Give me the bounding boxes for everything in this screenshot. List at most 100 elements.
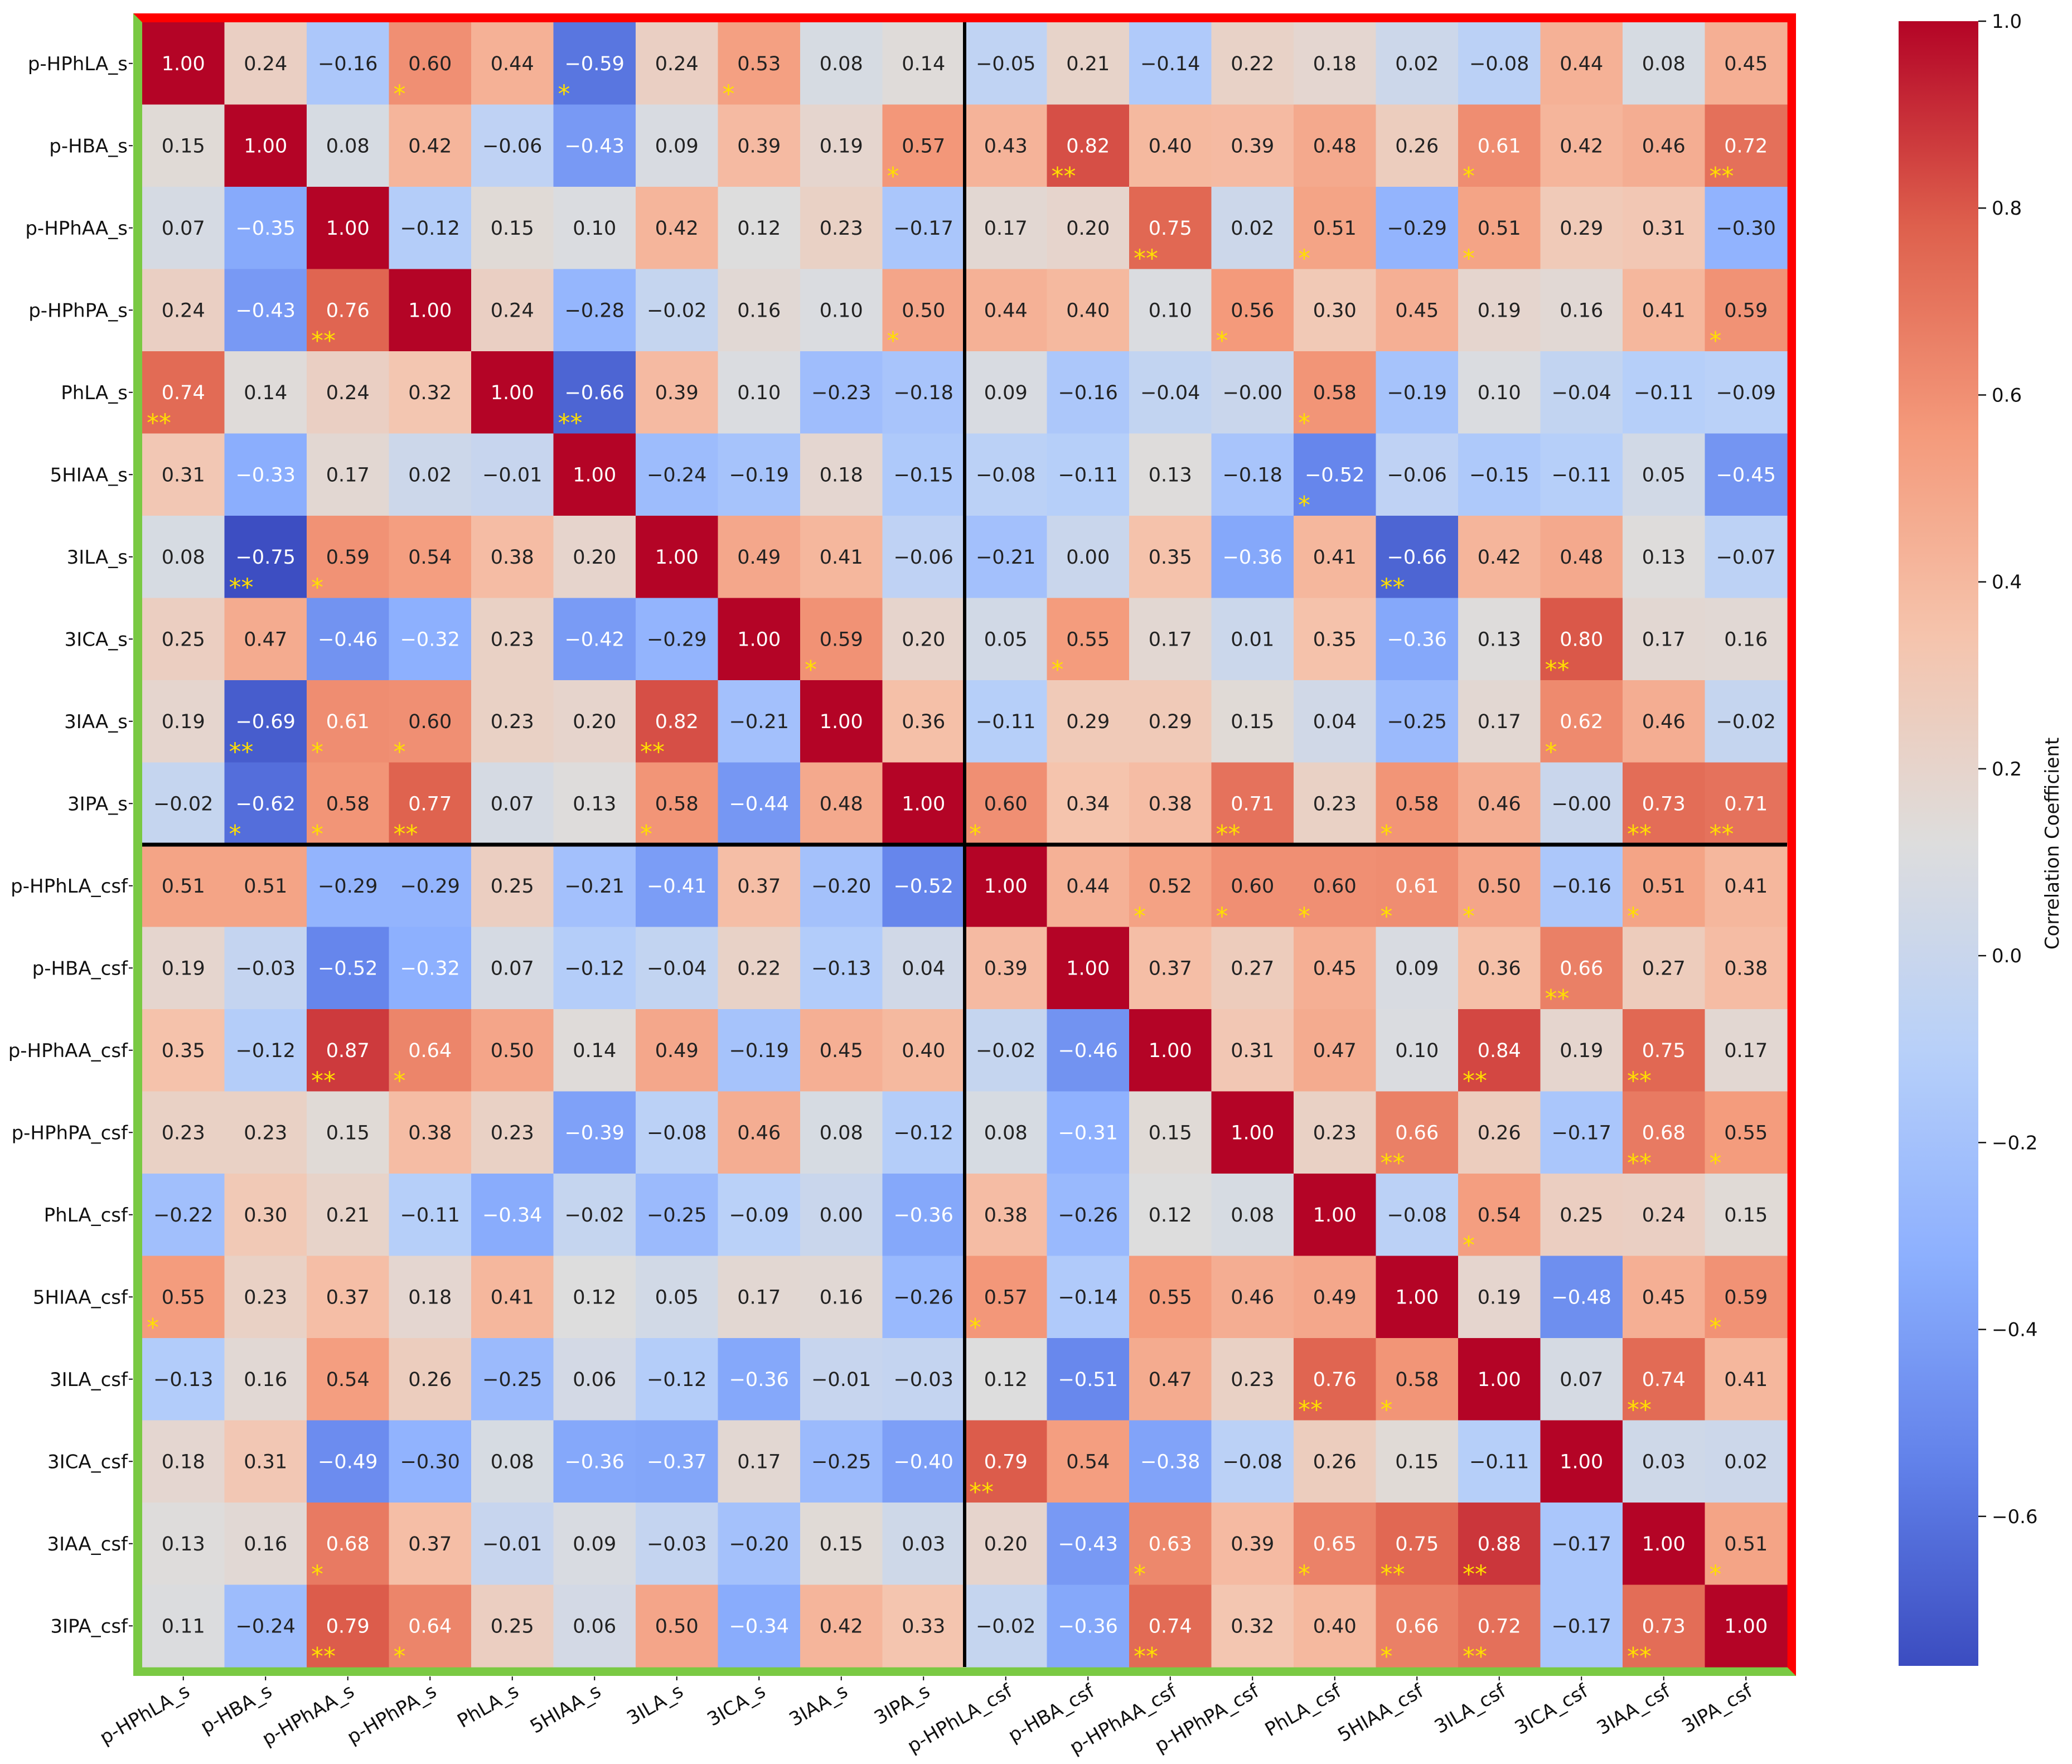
cell-value: 1.00 <box>408 299 452 322</box>
heatmap-cell <box>389 351 472 434</box>
significance-star: ** <box>1134 1642 1158 1671</box>
heatmap-cell <box>224 1009 307 1092</box>
cell-value: 0.84 <box>1478 1040 1521 1062</box>
cell-value: 0.32 <box>408 382 452 404</box>
cell-value: −0.36 <box>1223 546 1282 569</box>
cell-value: 0.23 <box>491 711 534 733</box>
cell-value: 0.30 <box>1313 299 1357 322</box>
heatmap-cell <box>800 762 883 845</box>
cell-value: −0.18 <box>894 382 953 404</box>
significance-star: ** <box>311 327 336 355</box>
cell-value: 0.79 <box>326 1615 370 1637</box>
cell-value: 0.09 <box>655 135 699 157</box>
cell-value: 0.64 <box>408 1615 452 1637</box>
cell-value: 1.00 <box>1149 1040 1192 1062</box>
cell-value: 0.22 <box>1231 53 1274 75</box>
heatmap-cell <box>471 516 554 599</box>
cell-value: 0.08 <box>984 1122 1028 1144</box>
heatmap-cell <box>965 187 1048 270</box>
cell-value: −0.66 <box>1387 546 1447 569</box>
cell-value: 0.58 <box>326 793 370 815</box>
heatmap-cell <box>718 22 801 105</box>
cell-value: 0.17 <box>326 464 370 486</box>
heatmap-cell <box>1376 22 1459 105</box>
heatmap-cell <box>1047 187 1130 270</box>
cell-value: −0.00 <box>1552 793 1611 815</box>
cell-value: 0.24 <box>655 53 699 75</box>
heatmap-cell <box>1047 1420 1130 1503</box>
significance-star: * <box>1134 903 1146 931</box>
heatmap-cell <box>1623 680 1706 763</box>
heatmap-cell <box>307 104 390 187</box>
cell-value: 0.52 <box>1149 875 1192 898</box>
cell-value: 0.10 <box>573 217 616 240</box>
heatmap-cell <box>1540 1584 1623 1668</box>
significance-star: * <box>1298 491 1310 520</box>
y-tick-label: PhLA_s <box>61 382 128 404</box>
cell-value: 0.46 <box>1642 135 1686 157</box>
cell-value: 0.07 <box>1560 1369 1603 1391</box>
heatmap-cell <box>471 433 554 516</box>
y-tick-label: 3IPA_s <box>67 793 128 815</box>
cell-value: 0.55 <box>162 1286 205 1309</box>
heatmap-cell <box>389 1584 472 1668</box>
heatmap-cell <box>1705 1009 1788 1092</box>
significance-star: * <box>1216 903 1228 931</box>
y-tick-label: 3IAA_s <box>64 711 128 733</box>
heatmap-cell <box>307 1420 390 1503</box>
cell-value: 0.75 <box>1642 1040 1686 1062</box>
significance-star: ** <box>1298 1396 1323 1424</box>
cell-value: 0.21 <box>1066 53 1110 75</box>
heatmap-cell <box>636 927 719 1010</box>
heatmap-cell <box>224 1338 307 1421</box>
cell-value: 0.59 <box>326 546 370 569</box>
cell-value: 0.71 <box>1231 793 1274 815</box>
cell-value: 0.82 <box>655 711 699 733</box>
colorbar-tick-label: 0.8 <box>1992 197 2022 220</box>
heatmap-cell <box>1294 187 1377 270</box>
cell-value: −0.20 <box>729 1533 789 1555</box>
cell-value: 0.15 <box>820 1533 863 1555</box>
significance-star: * <box>1463 162 1475 191</box>
cell-value: −0.45 <box>1716 464 1776 486</box>
cell-value-labels: 1.00 0.24 −0.16 0.60 0.44 −0.59 0.24 0.53 0.08 0.… <box>153 53 1776 1638</box>
cell-value: 0.48 <box>820 793 863 815</box>
significance-star: ** <box>1052 162 1076 191</box>
cell-value: −0.44 <box>729 793 789 815</box>
heatmap-cell <box>1129 104 1212 187</box>
significance-star: ** <box>1381 1149 1405 1177</box>
cell-value: 0.48 <box>1560 546 1603 569</box>
cell-value: 0.59 <box>820 628 863 651</box>
heatmap-cell <box>553 1584 636 1668</box>
y-tick-label: 3ILA_csf <box>50 1369 128 1391</box>
heatmap-cell <box>1623 762 1706 845</box>
cell-value: 0.04 <box>1313 711 1357 733</box>
heatmap-cell <box>636 516 719 599</box>
cell-value: −0.39 <box>565 1122 624 1144</box>
heatmap-cell <box>882 598 965 681</box>
cell-value: −0.24 <box>647 464 706 486</box>
heatmap-cell <box>1129 1584 1212 1668</box>
x-tick-label: p-HPhAA_s <box>258 1680 358 1750</box>
heatmap-cell <box>307 1338 390 1421</box>
y-tick-label: p-HPhAA_csf <box>8 1040 128 1062</box>
cell-value: 0.76 <box>1313 1369 1357 1391</box>
cell-value: 0.10 <box>1149 299 1192 322</box>
heatmap-cell <box>553 269 636 352</box>
y-tick-label: 3ICA_csf <box>47 1451 128 1473</box>
cell-value: −0.34 <box>482 1204 542 1227</box>
heatmap-cell <box>224 1584 307 1668</box>
x-tick-label: 3IPA_s <box>870 1680 934 1729</box>
heatmap-cell <box>636 351 719 434</box>
cell-value: −0.30 <box>400 1451 460 1473</box>
cell-value: 0.22 <box>737 957 781 980</box>
cell-value: 0.41 <box>1313 546 1357 569</box>
significance-star: * <box>1710 1561 1722 1589</box>
significance-star: * <box>229 820 241 849</box>
cell-value: 0.20 <box>984 1533 1028 1555</box>
cell-value: 0.39 <box>737 135 781 157</box>
cell-value: −0.29 <box>647 628 706 651</box>
cell-value: 0.59 <box>1724 299 1768 322</box>
significance-star: * <box>394 738 406 767</box>
heatmap-cell <box>882 1503 965 1586</box>
